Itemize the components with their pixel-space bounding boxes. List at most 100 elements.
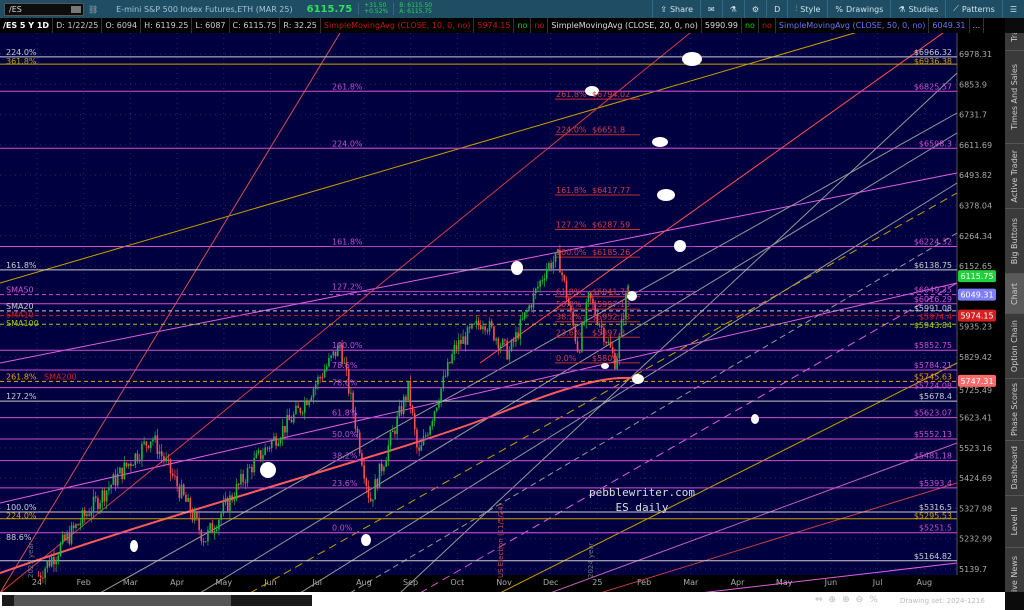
symbol-selector[interactable]: /ES bbox=[4, 2, 84, 16]
candle-body bbox=[567, 298, 570, 306]
candle-body bbox=[145, 441, 148, 446]
sidebar-tab-option-chain[interactable]: Option Chain bbox=[1005, 314, 1024, 379]
candle-body bbox=[466, 327, 469, 345]
x-tick-label: Feb bbox=[637, 578, 651, 587]
sma10-label[interactable]: SimpleMovingAvg (CLOSE, 10, 0, no) bbox=[321, 18, 475, 33]
candle-body bbox=[460, 340, 462, 344]
sidebar-tab-level-ii[interactable]: Level II bbox=[1005, 496, 1024, 548]
fib-red-percent: 224.0% bbox=[556, 126, 587, 135]
horizontal-scrollbar[interactable] bbox=[2, 595, 312, 606]
more-studies[interactable]: ... bbox=[970, 18, 985, 33]
candle-body bbox=[325, 366, 328, 371]
timeframe-button[interactable]: D bbox=[766, 0, 787, 18]
link-icon[interactable]: ⛓ bbox=[88, 4, 99, 14]
menu-button[interactable]: ☰ bbox=[1001, 0, 1024, 18]
candle-body bbox=[149, 441, 152, 449]
zoom-out-icon[interactable]: ⊖ bbox=[855, 595, 864, 605]
candle-body bbox=[372, 499, 374, 502]
candle-body bbox=[495, 338, 497, 341]
sidebar-tab-dashboard[interactable]: Dashboard bbox=[1005, 441, 1024, 496]
level-price-label: $5295.53 bbox=[914, 512, 952, 521]
target-marker bbox=[511, 261, 523, 275]
y-tick-label: 6978.31 bbox=[959, 50, 992, 59]
chart-canvas[interactable]: 24FebMarAprMayJunJulAugSepOctNovDec25Feb… bbox=[0, 33, 1005, 592]
settings-button[interactable]: ⚙ bbox=[743, 0, 766, 18]
candle-body bbox=[310, 397, 313, 401]
sidebar-tab-active-trader[interactable]: Active Trader bbox=[1005, 144, 1024, 209]
chevron-down-icon[interactable] bbox=[71, 5, 81, 13]
level-left-label: 88.6% bbox=[6, 533, 32, 542]
flask-button[interactable]: ⚗ bbox=[721, 0, 744, 18]
x-tick-label: Apr bbox=[170, 578, 185, 587]
open-value: O: 6094 bbox=[102, 18, 142, 33]
candle-body bbox=[534, 288, 537, 294]
zoom-in-icon[interactable]: ⊕ bbox=[842, 595, 850, 605]
candle-body bbox=[297, 405, 299, 409]
trendline bbox=[704, 562, 958, 592]
sidebar-tab-big-buttons[interactable]: Big Buttons bbox=[1005, 209, 1024, 274]
sidebar-tab-times-and-sales[interactable]: Times And Sales bbox=[1005, 51, 1024, 144]
chart-scrollbar-area: ⇔ ⊕ ⊕ ⊖% bbox=[0, 592, 1005, 610]
price-chart[interactable]: 24FebMarAprMayJunJulAugSepOctNovDec25Feb… bbox=[0, 33, 1005, 592]
level-left-label: SMA10 bbox=[6, 311, 34, 320]
target-marker bbox=[601, 363, 609, 369]
candle-body bbox=[493, 326, 495, 341]
y-tick-label: 6493.82 bbox=[959, 171, 992, 180]
level-price-label: $5974.4 bbox=[919, 313, 952, 322]
sma20-label[interactable]: SimpleMovingAvg (CLOSE, 20, 0, no) bbox=[548, 18, 702, 33]
x-tick-label: May bbox=[776, 578, 793, 587]
sma50-label[interactable]: SimpleMovingAvg (CLOSE, 50, 0, no) bbox=[776, 18, 930, 33]
studies-button[interactable]: ⚗ Studies bbox=[890, 0, 945, 18]
fib-percent-label: 38.2% bbox=[332, 452, 358, 461]
candle-body bbox=[306, 400, 308, 406]
candle-body bbox=[169, 459, 172, 474]
bid-ask: B: 6115.50 A: 6115.75 bbox=[393, 3, 437, 15]
candle-body bbox=[433, 411, 436, 422]
level-left-label: 224.0% bbox=[6, 512, 37, 521]
sidebar-tab-live-news[interactable]: Live News bbox=[1005, 548, 1024, 592]
fib-red-price: $5952.53 bbox=[592, 313, 630, 322]
style-button[interactable]: ⫶ Style bbox=[787, 0, 827, 18]
sidebar-tab-phase-scores[interactable]: Phase Scores bbox=[1005, 379, 1024, 441]
level-price-label: $5164.82 bbox=[914, 552, 952, 561]
candle-body bbox=[209, 523, 211, 530]
patterns-button[interactable]: ⟋ Patterns bbox=[945, 0, 1002, 18]
sma20-flag-1: no bbox=[531, 18, 549, 33]
trendline bbox=[100, 112, 958, 592]
sidebar-tab-trade[interactable]: Trade bbox=[1005, 33, 1024, 51]
sidebar-tab-chart[interactable]: Chart bbox=[1005, 274, 1024, 314]
level-price-label: $6138.75 bbox=[914, 261, 952, 270]
candle-body bbox=[574, 325, 577, 342]
candle-body bbox=[42, 577, 44, 579]
candle-body bbox=[328, 357, 330, 367]
fib-percent-label: 127.2% bbox=[332, 283, 363, 292]
candle-body bbox=[583, 321, 585, 325]
scrollbar-thumb[interactable] bbox=[14, 595, 231, 606]
fib-red-price: $6417.77 bbox=[592, 186, 630, 195]
share-button[interactable]: ⇪ Share bbox=[652, 0, 700, 18]
candle-body bbox=[334, 351, 337, 357]
candle-body bbox=[358, 432, 361, 454]
candle-body bbox=[262, 455, 264, 460]
message-button[interactable]: ✉ bbox=[700, 0, 722, 18]
annotation-2023-year: 2023 year bbox=[27, 542, 35, 578]
crosshair-icon[interactable]: ⊕ bbox=[828, 595, 837, 605]
percent-icon[interactable]: % bbox=[869, 595, 878, 605]
sidebar-tab-label: Big Buttons bbox=[1010, 217, 1019, 265]
candle-body bbox=[189, 498, 192, 514]
candle-body bbox=[442, 376, 445, 389]
drawings-button[interactable]: % Drawings bbox=[827, 0, 890, 18]
candle-body bbox=[625, 293, 627, 319]
trendline bbox=[0, 33, 857, 284]
candle-body bbox=[50, 557, 53, 567]
high-value: H: 6119.25 bbox=[141, 18, 193, 33]
pan-icon[interactable]: ⇔ bbox=[815, 595, 823, 605]
candle-body bbox=[213, 531, 216, 533]
candle-body bbox=[257, 450, 260, 454]
candle-body bbox=[308, 400, 310, 406]
annotation-2024-year: 2024 year bbox=[587, 542, 595, 578]
close-value: C: 6115.75 bbox=[230, 18, 281, 33]
drawing-set-label[interactable]: Drawing set: 2024-1216 bbox=[880, 594, 1005, 608]
candle-body bbox=[398, 406, 401, 417]
candle-body bbox=[389, 432, 392, 446]
